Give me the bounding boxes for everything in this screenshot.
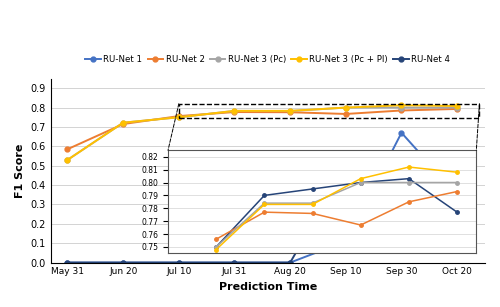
RU-Net 2 <box>287 111 293 114</box>
Legend: RU-Net 1, RU-Net 2, RU-Net 3 (Pc), RU-Net 3 (Pc + PI), RU-Net 4: RU-Net 1, RU-Net 2, RU-Net 3 (Pc), RU-Ne… <box>82 52 454 68</box>
RU-Net 1 <box>232 261 237 264</box>
RU-Net 1 <box>64 261 70 264</box>
RU-Net 2 <box>343 112 349 116</box>
RU-Net 1 <box>287 261 293 264</box>
RU-Net 1 <box>120 261 126 264</box>
RU-Net 3 (Pc + PI) <box>454 104 460 108</box>
Line: RU-Net 3 (Pc + PI): RU-Net 3 (Pc + PI) <box>65 103 460 162</box>
RU-Net 3 (Pc) <box>232 109 237 113</box>
RU-Net 4 <box>343 164 349 168</box>
RU-Net 4 <box>176 261 182 264</box>
X-axis label: Prediction Time: Prediction Time <box>219 282 317 292</box>
RU-Net 2 <box>454 107 460 111</box>
Line: RU-Net 4: RU-Net 4 <box>65 161 460 265</box>
RU-Net 4 <box>120 261 126 264</box>
Line: RU-Net 2: RU-Net 2 <box>65 107 460 152</box>
RU-Net 3 (Pc + PI) <box>64 158 70 162</box>
Line: RU-Net 1: RU-Net 1 <box>65 130 460 265</box>
RU-Net 3 (Pc) <box>120 121 126 125</box>
RU-Net 2 <box>232 110 237 114</box>
RU-Net 1 <box>176 261 182 264</box>
RU-Net 3 (Pc) <box>64 158 70 162</box>
RU-Net 3 (Pc + PI) <box>398 103 404 107</box>
RU-Net 1 <box>454 193 460 196</box>
Line: RU-Net 3 (Pc): RU-Net 3 (Pc) <box>65 105 460 162</box>
RU-Net 3 (Pc) <box>398 106 404 109</box>
RU-Net 4 <box>232 261 237 264</box>
RU-Net 3 (Pc + PI) <box>176 115 182 119</box>
RU-Net 4 <box>64 261 70 264</box>
RU-Net 3 (Pc + PI) <box>232 109 237 113</box>
RU-Net 2 <box>398 109 404 112</box>
RU-Net 3 (Pc) <box>176 115 182 119</box>
RU-Net 4 <box>287 261 293 264</box>
Bar <box>179 104 480 118</box>
RU-Net 2 <box>120 122 126 126</box>
RU-Net 4 <box>454 161 460 165</box>
RU-Net 3 (Pc + PI) <box>287 109 293 113</box>
RU-Net 2 <box>64 147 70 151</box>
RU-Net 3 (Pc) <box>343 106 349 109</box>
RU-Net 4 <box>398 163 404 167</box>
RU-Net 1 <box>343 239 349 243</box>
RU-Net 3 (Pc + PI) <box>120 121 126 125</box>
RU-Net 3 (Pc + PI) <box>343 106 349 109</box>
RU-Net 2 <box>176 114 182 118</box>
RU-Net 3 (Pc) <box>287 109 293 113</box>
RU-Net 3 (Pc) <box>454 106 460 109</box>
RU-Net 1 <box>398 131 404 134</box>
Y-axis label: F1 Score: F1 Score <box>15 143 25 198</box>
